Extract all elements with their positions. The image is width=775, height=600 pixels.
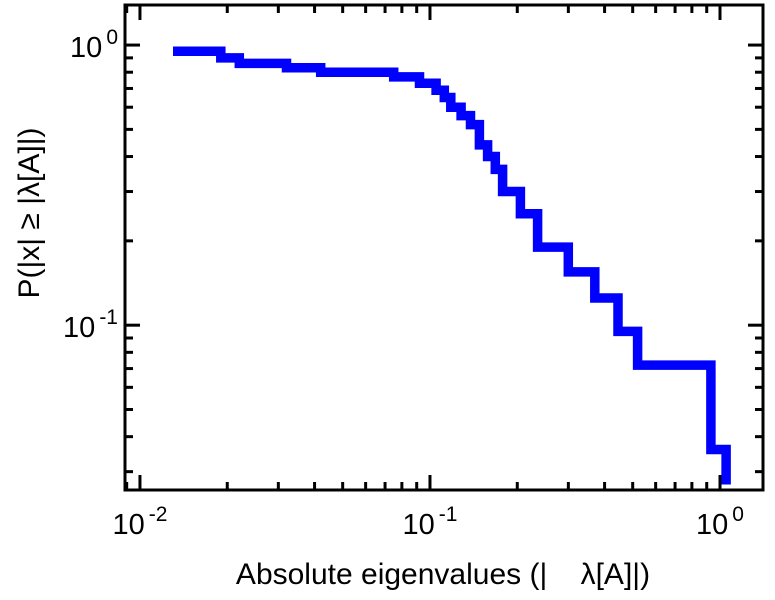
tick-exponent: 0 xyxy=(732,503,744,526)
tick-base: 10 xyxy=(402,509,435,541)
y-tick-label: 10 0 xyxy=(70,27,118,63)
tick-base: 10 xyxy=(112,509,145,541)
x-axis-label: Absolute eigenvalues (| λ[A]|) xyxy=(235,558,651,591)
ccdf-step-curve xyxy=(173,46,731,485)
plot-frame xyxy=(123,3,765,492)
y-tick-label: 10 -1 xyxy=(63,307,118,343)
tick-exponent: -1 xyxy=(99,306,118,330)
tick-base: 10 xyxy=(63,312,96,345)
x-tick-label: 10 -2 xyxy=(112,504,167,540)
tick-exponent: -1 xyxy=(438,503,458,526)
x-tick-label: 10 -1 xyxy=(402,504,457,540)
x-tick-label: 10 0 xyxy=(696,504,744,540)
tick-base: 10 xyxy=(696,509,729,541)
y-axis-label: P(|x| ≥ |λ[A]|) xyxy=(13,127,46,299)
tick-exponent: 0 xyxy=(106,26,118,50)
tick-base: 10 xyxy=(70,32,103,65)
tick-exponent: -2 xyxy=(148,503,168,526)
